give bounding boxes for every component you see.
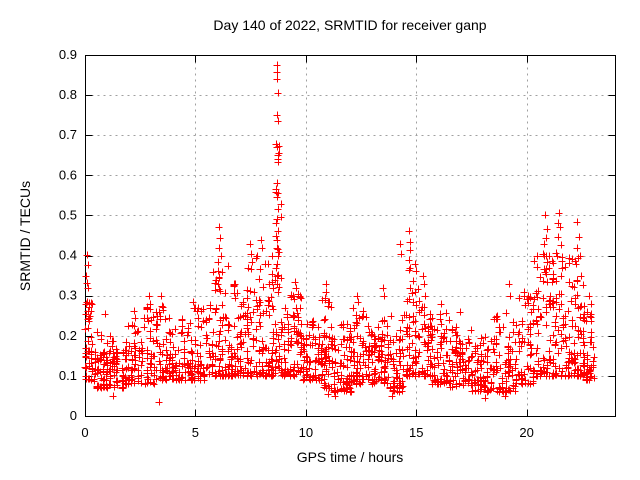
x-axis-label: GPS time / hours — [297, 449, 404, 465]
x-tick-label: 15 — [409, 425, 423, 440]
plot-border — [85, 55, 616, 417]
tick-labels: 0 5 10 15 20 0 0.1 0.2 0.3 0.4 0.5 0.6 0.7 0.8 0.9 — [59, 47, 534, 440]
y-tick-label: 0.9 — [59, 47, 77, 62]
y-axis-label: SRMTID / TECUs — [17, 181, 33, 291]
x-tick-label: 0 — [81, 425, 88, 440]
x-tick-label: 20 — [519, 425, 533, 440]
x-tick-label: 5 — [192, 425, 199, 440]
scatter-data-points — [81, 61, 598, 406]
chart-title: Day 140 of 2022, SRMTID for receiver gan… — [213, 17, 486, 33]
y-tick-label: 0.4 — [59, 248, 77, 263]
y-tick-label: 0.6 — [59, 167, 77, 182]
y-tick-label: 0.7 — [59, 127, 77, 142]
data-point-markers — [81, 61, 598, 406]
y-tick-label: 0.3 — [59, 288, 77, 303]
y-tick-label: 0.5 — [59, 207, 77, 222]
x-tick-label: 10 — [299, 425, 313, 440]
y-tick-label: 0 — [70, 408, 77, 423]
y-tick-label: 0.2 — [59, 328, 77, 343]
y-tick-label: 0.8 — [59, 87, 77, 102]
y-tick-label: 0.1 — [59, 368, 77, 383]
